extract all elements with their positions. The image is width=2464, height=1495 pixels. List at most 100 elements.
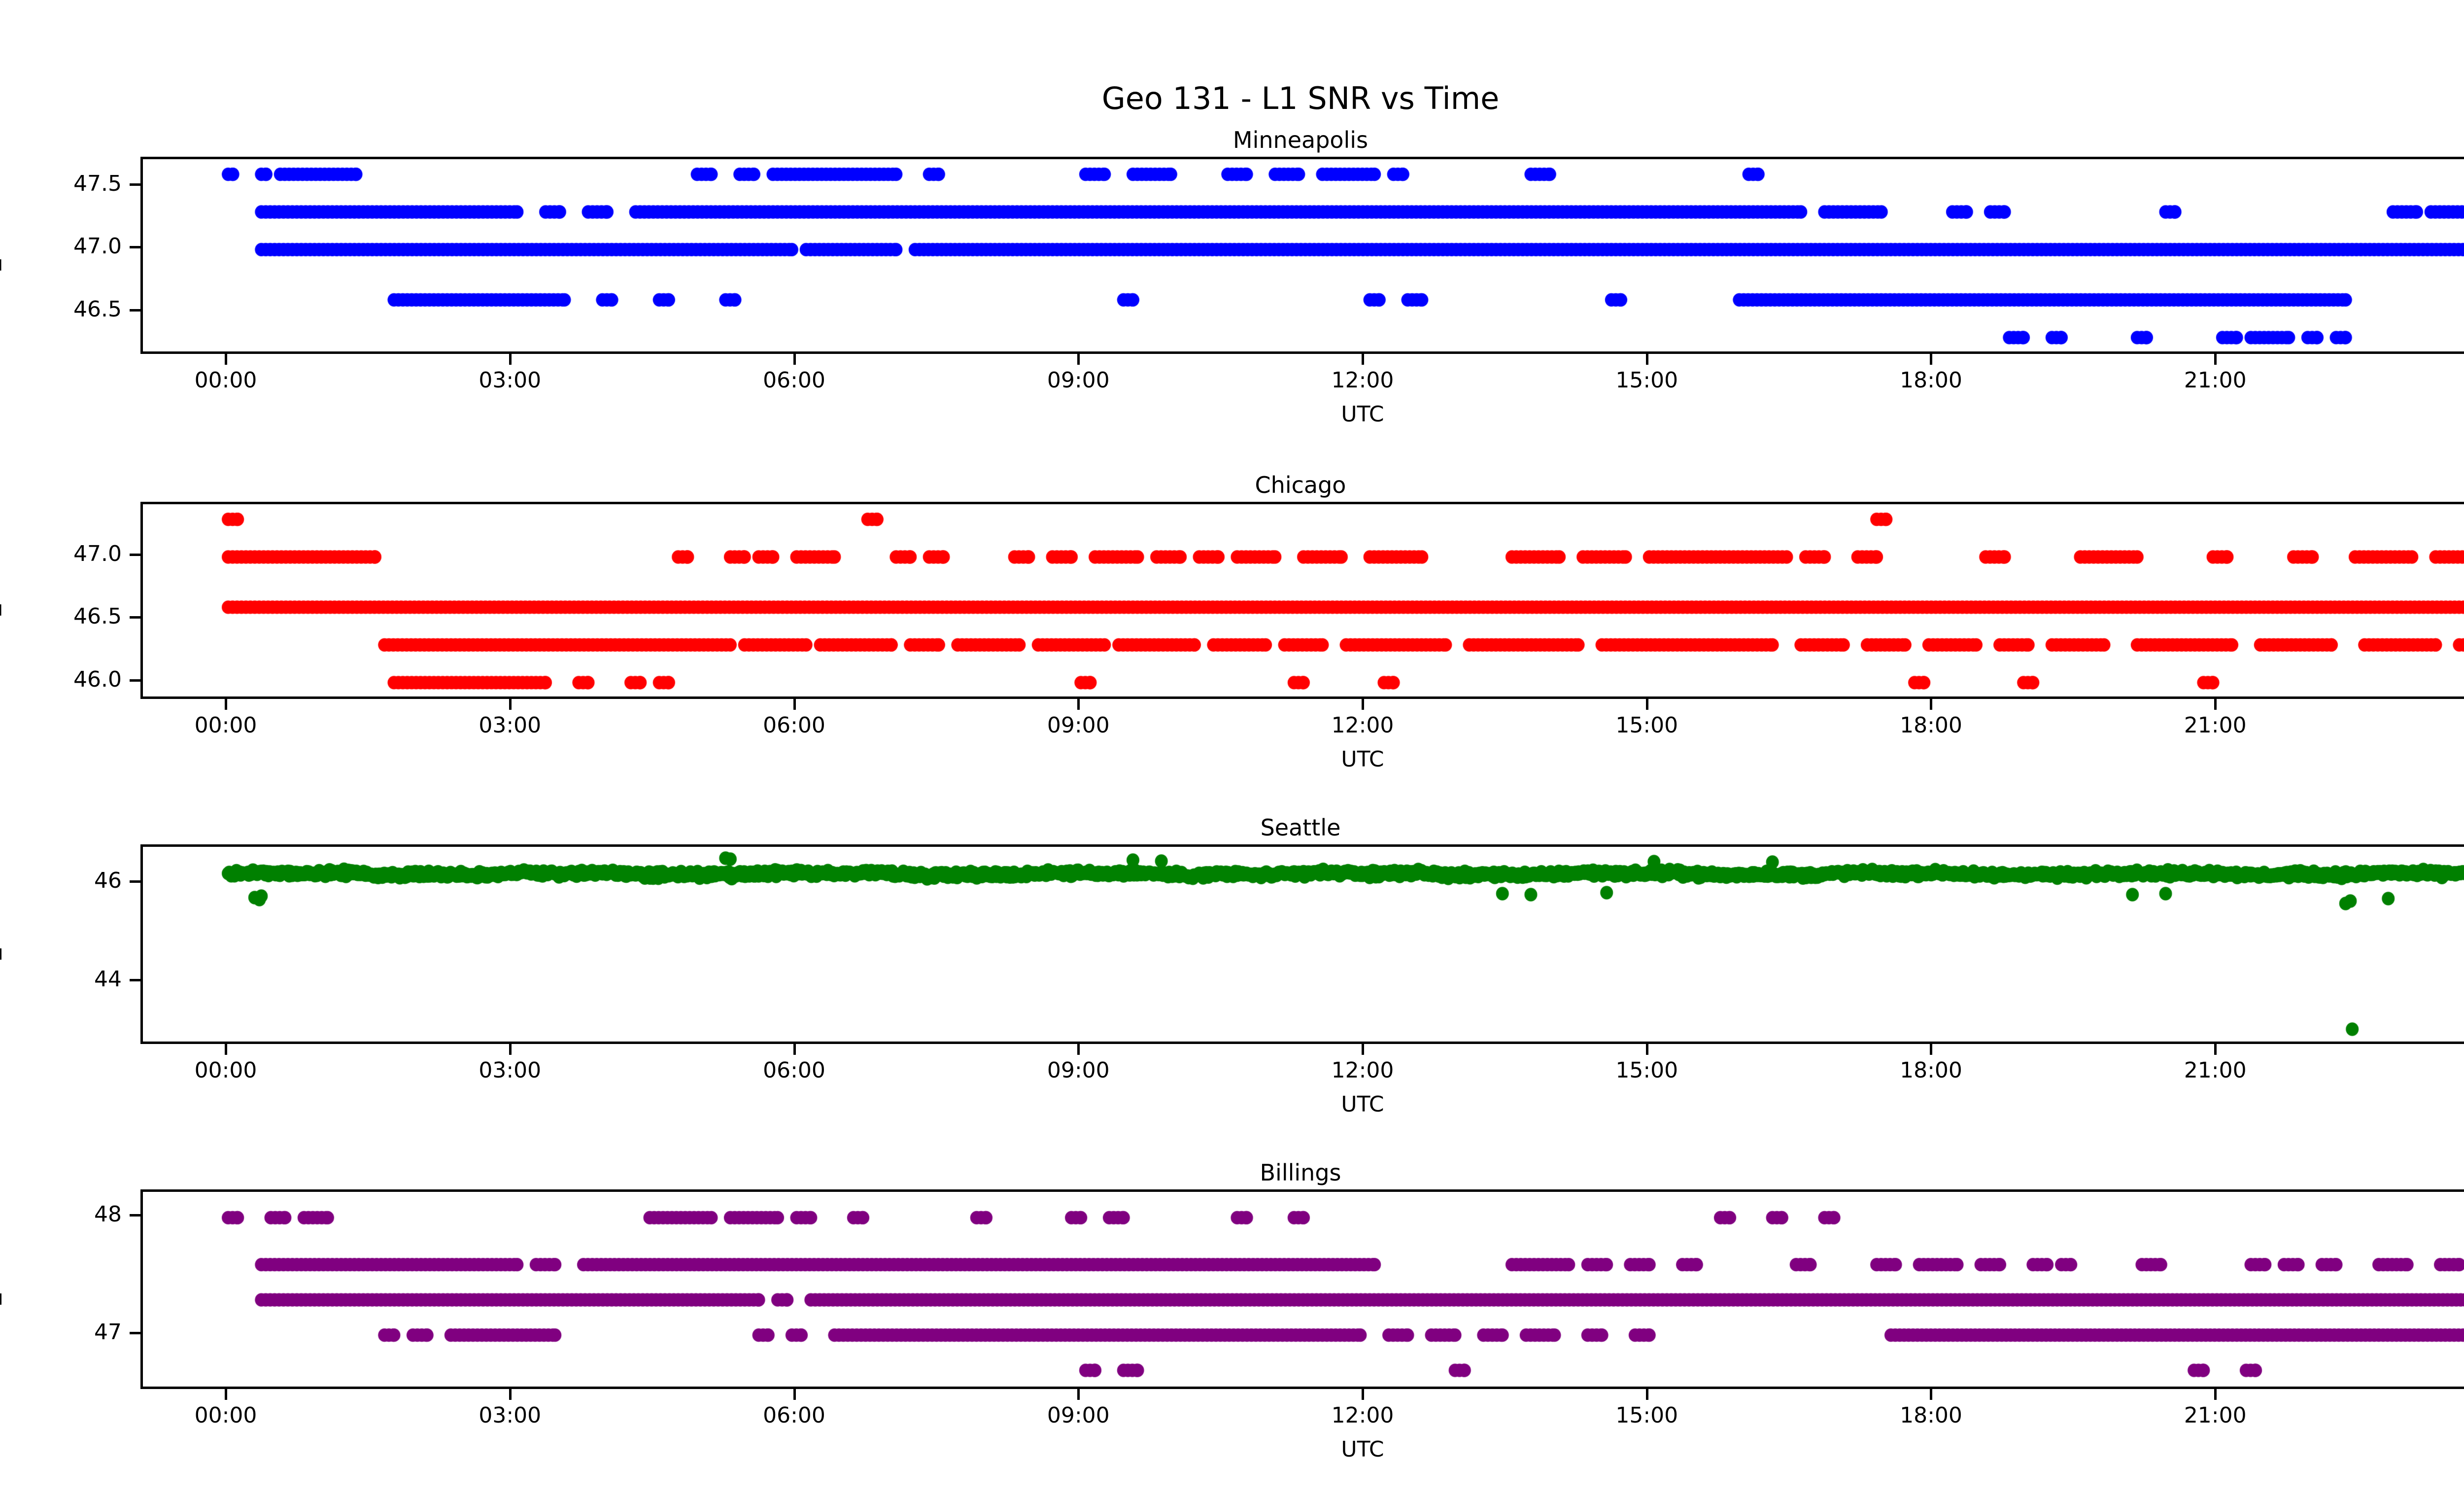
x-tick-label: 00:00: [194, 368, 257, 393]
subplot-title-chicago: Chicago: [1255, 472, 1346, 498]
y-tick-label: 46.5: [73, 604, 122, 629]
x-tick-label: 18:00: [1900, 368, 1962, 393]
y-tick-label: 44: [94, 967, 122, 992]
x-tick-mark: [225, 1044, 228, 1055]
x-tick-mark: [1362, 1389, 1364, 1400]
x-tick-label: 18:00: [1900, 713, 1962, 738]
x-tick-mark: [793, 1389, 796, 1400]
x-tick-label: 00:00: [2435, 715, 2464, 736]
y-tick-mark: [130, 246, 140, 249]
x-tick-label: 09:00: [1047, 1403, 1110, 1428]
x-tick-label: 12:00: [1331, 713, 1394, 738]
x-tick-label: 15:00: [1615, 1058, 1678, 1083]
x-tick-label: 03:00: [479, 368, 542, 393]
x-tick-label: 12:00: [1331, 1403, 1394, 1428]
y-tick-label: 46.0: [73, 666, 122, 692]
x-tick-label: 18:00: [1900, 1403, 1962, 1428]
y-tick-label: 47: [94, 1319, 122, 1345]
x-tick-mark: [1930, 699, 1933, 710]
x-tick-mark: [509, 699, 512, 710]
x-tick-mark: [225, 354, 228, 365]
suptitle-line-1: Geo 131 - L1 SNR vs Time: [1101, 80, 1500, 116]
y-tick-label: 47.0: [73, 541, 122, 566]
x-tick-mark: [1645, 1389, 1648, 1400]
x-tick-mark: [2214, 699, 2217, 710]
subplot-title-minneapolis: Minneapolis: [1232, 127, 1369, 153]
scatter-canvas-billings: [143, 1192, 2464, 1391]
x-tick-mark: [1930, 1389, 1933, 1400]
x-tick-mark: [1362, 1044, 1364, 1055]
x-tick-mark: [225, 1389, 228, 1400]
x-axis-label: UTC: [1341, 402, 1384, 427]
y-tick-mark: [130, 309, 140, 312]
x-tick-mark: [1077, 1389, 1080, 1400]
x-tick-label: 00:00: [194, 1403, 257, 1428]
x-tick-label: 03:00: [479, 1058, 542, 1083]
x-tick-label: 00:00: [194, 713, 257, 738]
x-tick-label: 18:00: [1900, 1058, 1962, 1083]
x-tick-label: 09:00: [1047, 368, 1110, 393]
plot-area-chicago[interactable]: [140, 502, 2464, 701]
y-tick-mark: [130, 554, 140, 556]
scatter-canvas-minneapolis: [143, 159, 2464, 356]
x-tick-label: 15:00: [1615, 1403, 1678, 1428]
x-tick-mark: [1362, 699, 1364, 710]
x-tick-mark: [793, 1044, 796, 1055]
scatter-canvas-seattle: [143, 847, 2464, 1046]
x-tick-mark: [2214, 354, 2217, 365]
x-tick-label: 21:00: [2184, 713, 2247, 738]
x-tick-mark: [1077, 1044, 1080, 1055]
y-tick-label: 47.0: [73, 234, 122, 259]
plot-area-seattle[interactable]: [140, 844, 2464, 1046]
x-tick-label: 12:00: [1331, 368, 1394, 393]
x-tick-label: 21:00: [2184, 368, 2247, 393]
y-tick-label: 47.5: [73, 171, 122, 197]
plot-area-minneapolis[interactable]: [140, 157, 2464, 356]
x-tick-label: 06:00: [763, 713, 825, 738]
x-tick-mark: [1645, 354, 1648, 365]
x-tick-label: 00:00: [194, 1058, 257, 1083]
x-tick-label: 00:00: [2435, 1060, 2464, 1081]
y-tick-mark: [130, 979, 140, 981]
y-tick-label: 48: [94, 1202, 122, 1227]
x-tick-label: 00:00: [2435, 370, 2464, 391]
x-tick-mark: [2214, 1044, 2217, 1055]
x-axis-label: UTC: [1341, 1092, 1384, 1117]
x-tick-label: 21:00: [2184, 1403, 2247, 1428]
x-axis-label: UTC: [1341, 1437, 1384, 1462]
plot-area-billings[interactable]: [140, 1189, 2464, 1391]
x-tick-mark: [1645, 699, 1648, 710]
x-tick-label: 09:00: [1047, 1058, 1110, 1083]
subplot-title-seattle: Seattle: [1260, 814, 1341, 841]
x-tick-mark: [1077, 354, 1080, 365]
x-tick-label: 03:00: [479, 713, 542, 738]
y-tick-mark: [130, 679, 140, 682]
y-tick-mark: [130, 1331, 140, 1334]
x-tick-mark: [509, 354, 512, 365]
x-tick-mark: [509, 1389, 512, 1400]
y-tick-label: 46: [94, 868, 122, 893]
x-tick-mark: [1930, 354, 1933, 365]
x-tick-label: 03:00: [479, 1403, 542, 1428]
x-tick-mark: [1930, 1044, 1933, 1055]
x-tick-mark: [1362, 354, 1364, 365]
x-tick-label: 06:00: [763, 1403, 825, 1428]
y-tick-label: 46.5: [73, 296, 122, 322]
x-tick-label: 09:00: [1047, 713, 1110, 738]
x-tick-label: 12:00: [1331, 1058, 1394, 1083]
x-tick-mark: [1077, 699, 1080, 710]
x-tick-label: 06:00: [763, 368, 825, 393]
x-tick-mark: [1645, 1044, 1648, 1055]
scatter-canvas-chicago: [143, 504, 2464, 701]
x-tick-mark: [793, 699, 796, 710]
x-tick-mark: [225, 699, 228, 710]
y-tick-mark: [130, 1214, 140, 1217]
x-tick-mark: [2214, 1389, 2217, 1400]
subplot-title-billings: Billings: [1260, 1159, 1341, 1186]
x-tick-label: 06:00: [763, 1058, 825, 1083]
x-tick-mark: [509, 1044, 512, 1055]
x-tick-label: 15:00: [1615, 368, 1678, 393]
y-tick-mark: [130, 183, 140, 186]
y-tick-mark: [130, 880, 140, 883]
